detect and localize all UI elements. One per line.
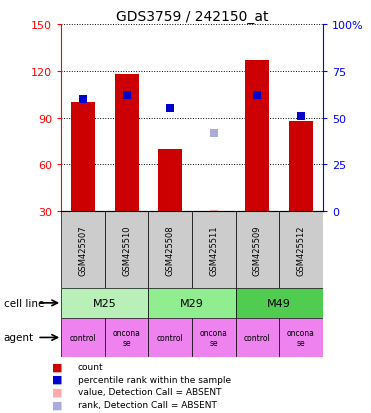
Bar xyxy=(210,210,218,212)
Text: cell line: cell line xyxy=(4,298,44,308)
Text: value, Detection Call = ABSENT: value, Detection Call = ABSENT xyxy=(78,387,221,396)
Text: ■: ■ xyxy=(52,361,62,371)
Point xyxy=(124,93,129,99)
Text: M49: M49 xyxy=(267,298,291,308)
Bar xyxy=(236,318,279,357)
Text: GSM425508: GSM425508 xyxy=(166,225,175,275)
Text: GSM425511: GSM425511 xyxy=(209,225,218,275)
Text: ■: ■ xyxy=(52,374,62,384)
Text: M25: M25 xyxy=(93,298,117,308)
Text: ■: ■ xyxy=(52,387,62,397)
Bar xyxy=(148,212,192,288)
Text: rank, Detection Call = ABSENT: rank, Detection Call = ABSENT xyxy=(78,400,217,409)
Bar xyxy=(71,103,95,212)
Bar xyxy=(192,318,236,357)
Point xyxy=(211,130,217,137)
Point xyxy=(167,106,173,112)
Bar xyxy=(115,75,139,212)
Bar xyxy=(61,318,105,357)
Point xyxy=(80,96,86,103)
Title: GDS3759 / 242150_at: GDS3759 / 242150_at xyxy=(116,10,268,24)
Bar xyxy=(279,212,323,288)
Text: GSM425510: GSM425510 xyxy=(122,225,131,275)
Text: control: control xyxy=(70,333,96,342)
Bar xyxy=(192,212,236,288)
Bar xyxy=(279,318,323,357)
Text: control: control xyxy=(157,333,184,342)
Text: ■: ■ xyxy=(52,400,62,410)
Bar xyxy=(236,212,279,288)
Text: count: count xyxy=(78,362,104,371)
Text: percentile rank within the sample: percentile rank within the sample xyxy=(78,375,231,384)
Bar xyxy=(61,212,105,288)
Text: oncona
se: oncona se xyxy=(287,328,315,347)
Bar xyxy=(245,61,269,212)
Text: GSM425512: GSM425512 xyxy=(296,225,305,275)
Bar xyxy=(148,288,236,318)
Point xyxy=(298,113,304,120)
Bar xyxy=(236,288,323,318)
Text: GSM425507: GSM425507 xyxy=(79,225,88,275)
Bar xyxy=(105,318,148,357)
Bar xyxy=(158,150,182,212)
Bar xyxy=(289,121,313,212)
Bar xyxy=(61,288,148,318)
Bar xyxy=(105,212,148,288)
Text: GSM425509: GSM425509 xyxy=(253,225,262,275)
Bar xyxy=(148,318,192,357)
Text: M29: M29 xyxy=(180,298,204,308)
Text: control: control xyxy=(244,333,271,342)
Point xyxy=(255,93,260,99)
Text: oncona
se: oncona se xyxy=(113,328,141,347)
Text: oncona
se: oncona se xyxy=(200,328,228,347)
Text: agent: agent xyxy=(4,332,34,343)
